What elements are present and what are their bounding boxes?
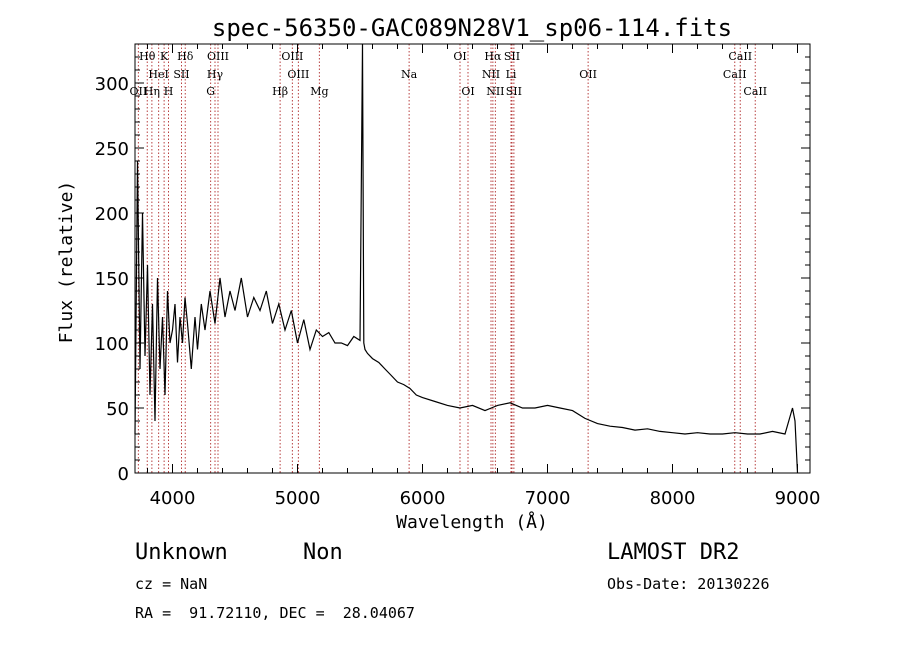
chart-title: spec-56350-GAC089N28V1_sp06-114.fits (212, 14, 732, 42)
line-label: SII (506, 85, 522, 98)
ra-dec-coordinates: RA = 91.72110, DEC = 28.04067 (135, 604, 415, 622)
line-label: CaII (723, 68, 747, 81)
line-label: HeI (148, 68, 168, 81)
y-axis-label: Flux (relative) (56, 181, 77, 344)
x-tick-label: 8000 (650, 488, 696, 509)
line-label: Hθ (139, 50, 156, 63)
object-subclass: Non (303, 540, 343, 565)
line-label: CaII (743, 85, 767, 98)
line-label: OIII (207, 50, 229, 63)
y-axis-ticks: 0 50 100 150 200 250 300 (95, 56, 810, 485)
line-label: H (164, 85, 174, 98)
line-label: OI (453, 50, 466, 63)
line-label: OII (130, 85, 148, 98)
line-label: OIII (281, 50, 303, 63)
line-label: Hη (144, 85, 160, 98)
line-label: K (160, 50, 169, 63)
line-label: SII (173, 68, 189, 81)
survey-name: LAMOST DR2 (607, 540, 740, 565)
line-label: Li (506, 68, 517, 81)
line-label: Hβ (272, 85, 288, 98)
object-class: Unknown (135, 540, 228, 565)
x-axis-ticks: 4000 5000 6000 7000 8000 9000 (147, 44, 821, 509)
line-label: Hδ (177, 50, 194, 63)
line-label: OII (579, 68, 597, 81)
line-label: Mg (310, 85, 328, 98)
line-label: OI (461, 85, 474, 98)
line-label: Na (401, 68, 418, 81)
y-tick-label: 50 (106, 399, 129, 420)
x-axis-label: Wavelength (Å) (396, 511, 548, 533)
x-tick-label: 6000 (400, 488, 446, 509)
y-tick-label: 0 (118, 464, 129, 485)
redshift-cz: cz = NaN (135, 575, 208, 593)
y-tick-label: 200 (95, 204, 129, 225)
observation-date: Obs-Date: 20130226 (607, 575, 770, 593)
line-label: NII (482, 68, 500, 81)
line-label: NII (486, 85, 504, 98)
y-tick-label: 300 (95, 74, 129, 95)
line-label: SII (504, 50, 520, 63)
y-tick-label: 100 (95, 334, 129, 355)
line-label: G (206, 85, 215, 98)
x-tick-label: 7000 (525, 488, 571, 509)
emission-line-markers (137, 44, 756, 473)
y-tick-label: 250 (95, 139, 129, 160)
x-tick-label: 4000 (150, 488, 196, 509)
line-label: CaII (728, 50, 752, 63)
line-label: OIII (287, 68, 309, 81)
x-tick-label: 5000 (275, 488, 321, 509)
line-label: Hγ (207, 68, 224, 81)
y-tick-label: 150 (95, 269, 129, 290)
plot-frame (134, 43, 811, 474)
spectrum-line (134, 43, 799, 474)
line-label: Hα (484, 50, 502, 63)
x-tick-label: 9000 (775, 488, 821, 509)
